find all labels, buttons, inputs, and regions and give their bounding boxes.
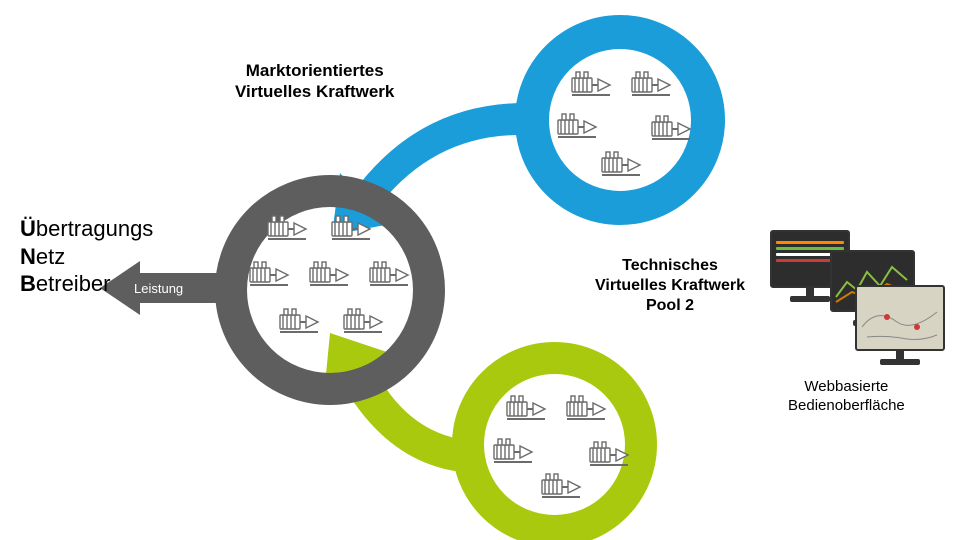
generator-icon [565,392,607,422]
generator-icon [248,258,290,288]
ring-blue [515,15,725,225]
generator-icon [630,68,672,98]
generator-icon [570,68,612,98]
tech-label: Technisches Virtuelles Kraftwerk Pool 2 [595,256,745,316]
ring-gray [215,175,445,405]
generator-icon [588,438,630,468]
generator-icon [556,110,598,140]
generator-icon [308,258,350,288]
generator-icon [650,112,692,142]
generator-icon [540,470,582,500]
generator-icon [342,305,384,335]
unb-label: Übertragungs Netz Betreiber [20,215,153,298]
generator-icon [278,305,320,335]
generator-icon [505,392,547,422]
generator-icon [492,435,534,465]
generator-icon [330,212,372,242]
web-label: Webbasierte Bedienoberfläche [788,378,905,416]
generator-icon [368,258,410,288]
monitor-3 [855,285,945,365]
generator-icon [266,212,308,242]
diagram-root: { "canvas":{"w":960,"h":540,"bg":"#fffff… [0,0,960,540]
generator-icon [600,148,642,178]
